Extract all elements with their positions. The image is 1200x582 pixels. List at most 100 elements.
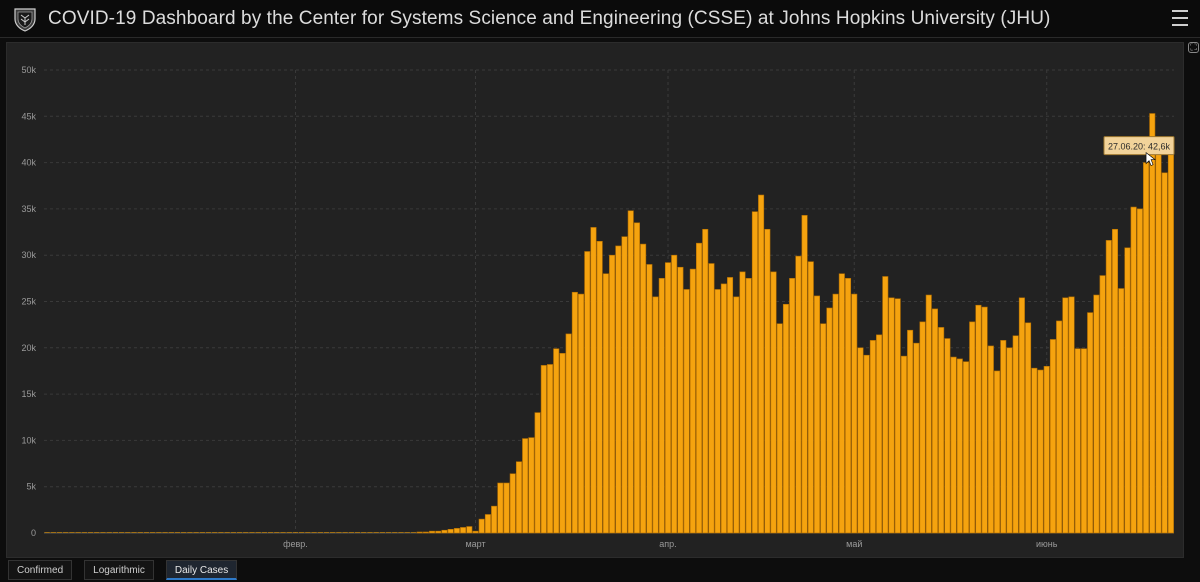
- app-header: COVID-19 Dashboard by the Center for Sys…: [0, 0, 1200, 38]
- bar: [323, 532, 330, 533]
- bar: [298, 532, 305, 533]
- bar: [776, 323, 783, 534]
- y-tick-label: 40k: [21, 158, 36, 168]
- y-tick-label: 50k: [21, 65, 36, 75]
- bar: [689, 268, 696, 534]
- bar: [801, 215, 808, 534]
- bar: [708, 263, 715, 534]
- bar: [168, 532, 174, 533]
- bar: [342, 532, 348, 533]
- bar: [671, 254, 678, 534]
- bar: [975, 304, 982, 534]
- bar: [361, 532, 367, 533]
- bar: [162, 532, 168, 533]
- bar: [547, 364, 554, 534]
- bar: [149, 532, 156, 533]
- bar: [664, 262, 671, 534]
- bar: [1025, 322, 1032, 534]
- bar: [1087, 312, 1094, 534]
- bar: [1031, 367, 1038, 534]
- bar: [422, 531, 429, 534]
- bar: [274, 532, 280, 533]
- bar: [50, 532, 57, 533]
- bar: [1130, 206, 1137, 534]
- bar: [919, 321, 926, 534]
- x-tick-label: апр.: [659, 539, 676, 549]
- bar: [379, 532, 386, 533]
- bar: [894, 298, 901, 534]
- bar: [720, 283, 727, 534]
- bar: [1105, 240, 1112, 534]
- bar: [187, 532, 193, 533]
- bar: [305, 532, 311, 533]
- bar: [640, 243, 647, 534]
- bar: [807, 261, 814, 534]
- bar: [615, 245, 622, 534]
- tab-daily-cases[interactable]: Daily Cases: [165, 560, 238, 580]
- hamburger-menu-icon[interactable]: [1172, 8, 1188, 28]
- bar: [404, 532, 410, 533]
- bar: [1012, 335, 1019, 534]
- y-tick-label: 10k: [21, 435, 36, 445]
- bar: [1093, 294, 1100, 534]
- bar: [354, 532, 361, 533]
- bar: [398, 532, 404, 533]
- bar: [286, 532, 292, 533]
- bar: [571, 291, 578, 534]
- bar: [515, 461, 522, 534]
- bar: [1000, 340, 1007, 534]
- bar: [429, 530, 436, 534]
- bar: [336, 532, 342, 533]
- bar: [199, 532, 206, 533]
- bar: [851, 293, 858, 534]
- bar: [317, 532, 323, 533]
- bar: [1068, 296, 1075, 534]
- bar: [888, 297, 895, 534]
- bar: [106, 532, 112, 533]
- bar: [987, 345, 994, 534]
- bar: [100, 532, 106, 533]
- bar: [602, 273, 609, 534]
- bar: [112, 532, 119, 533]
- bar: [94, 532, 100, 533]
- bar: [913, 342, 920, 534]
- bar: [81, 532, 88, 533]
- bar: [826, 307, 833, 534]
- bar: [1149, 113, 1156, 534]
- expand-icon[interactable]: ⛶: [1188, 42, 1199, 53]
- bar: [565, 333, 572, 534]
- bar: [56, 532, 63, 533]
- tab-logarithmic[interactable]: Logarithmic: [84, 560, 154, 580]
- bar: [627, 210, 634, 534]
- bar: [522, 438, 529, 534]
- bar: [714, 289, 721, 534]
- bar: [751, 211, 758, 534]
- bar: [658, 278, 665, 534]
- bar: [367, 532, 373, 533]
- bar: [584, 251, 591, 534]
- x-tick-label: июнь: [1036, 539, 1058, 549]
- bar: [292, 532, 299, 533]
- bar: [696, 242, 703, 534]
- bar: [137, 532, 143, 533]
- bar: [460, 527, 467, 534]
- bar: [596, 241, 603, 534]
- bar: [782, 303, 789, 534]
- bar: [1043, 366, 1050, 534]
- bar: [820, 323, 827, 534]
- bar: [1118, 288, 1125, 534]
- bar: [1006, 347, 1013, 534]
- bar: [1080, 348, 1087, 534]
- bar: [869, 340, 876, 534]
- bar: [385, 532, 392, 533]
- bar: [950, 356, 957, 534]
- bar: [491, 505, 498, 534]
- tooltip-box: [1103, 136, 1175, 156]
- bar: [75, 532, 81, 533]
- bar: [1136, 208, 1143, 534]
- bar: [1112, 228, 1119, 534]
- bar: [609, 254, 616, 534]
- bar: [764, 228, 771, 534]
- tab-confirmed[interactable]: Confirmed: [8, 560, 73, 580]
